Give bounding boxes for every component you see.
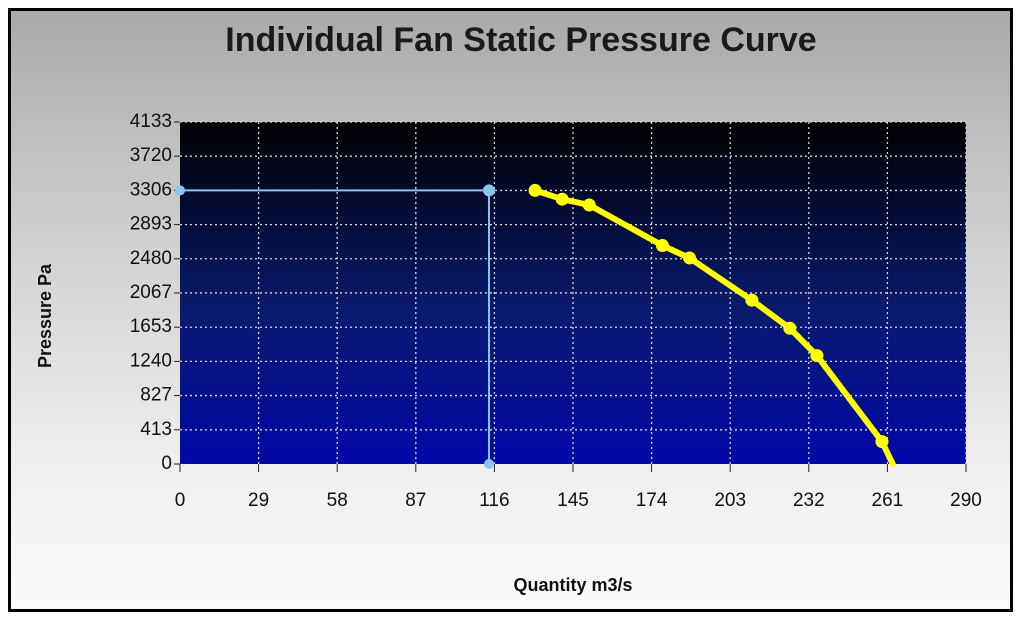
fan-curve-point: [582, 198, 596, 212]
chart-frame: Individual Fan Static Pressure Curve 0 41…: [8, 8, 1013, 612]
y-tick-label: 2067: [130, 282, 172, 303]
fan-curve-point: [810, 349, 824, 363]
y-tick-label: 3720: [130, 145, 172, 166]
fan-curve-point: [528, 183, 542, 197]
y-tick-label: 1653: [130, 316, 172, 337]
y-tick-label: 4133: [130, 111, 172, 132]
axis-ticks: 0 413 827 1240 1653 2067 2480 2893 3306 3720 4133 0…: [130, 111, 982, 511]
x-tick-label: 29: [248, 490, 269, 511]
x-tick-label: 232: [793, 490, 825, 511]
x-tick-label: 116: [479, 490, 509, 511]
x-tick-label: 290: [950, 490, 982, 511]
fan-curve-point: [745, 293, 759, 307]
operating-point-marker: [483, 459, 494, 469]
operating-point-marker: [175, 185, 185, 196]
chart: Individual Fan Static Pressure Curve 0 41…: [35, 21, 982, 595]
x-tick-label: 203: [714, 490, 746, 511]
y-tick-label: 413: [140, 419, 172, 440]
y-tick-label: 1240: [130, 350, 172, 371]
x-tick-label: 145: [557, 490, 589, 511]
y-axis-label: Pressure Pa: [35, 263, 55, 368]
operating-point-marker: [482, 184, 495, 197]
fan-curve-point: [683, 251, 697, 265]
series-layer: [528, 183, 896, 467]
chart-title: Individual Fan Static Pressure Curve: [225, 21, 816, 59]
y-tick-label: 2480: [130, 248, 172, 269]
y-tick-label: 827: [140, 385, 172, 406]
x-tick-label: 174: [636, 490, 668, 511]
fan-curve-point: [555, 192, 569, 206]
x-tick-label: 261: [872, 490, 904, 511]
y-tick-label: 0: [161, 453, 172, 474]
y-tick-label: 3306: [130, 179, 172, 200]
x-tick-label: 87: [405, 490, 426, 511]
fan-curve-point: [783, 321, 797, 335]
y-tick-label: 2893: [130, 214, 172, 235]
x-tick-label: 0: [175, 490, 186, 511]
fan-curve-point: [655, 239, 669, 253]
grid: [180, 121, 967, 464]
fan-curve-point: [875, 435, 889, 449]
x-tick-label: 58: [327, 490, 348, 511]
x-axis-label: Quantity m3/s: [513, 575, 632, 595]
operating-point-lines: [175, 184, 495, 469]
fan-curve-line: [532, 187, 896, 467]
